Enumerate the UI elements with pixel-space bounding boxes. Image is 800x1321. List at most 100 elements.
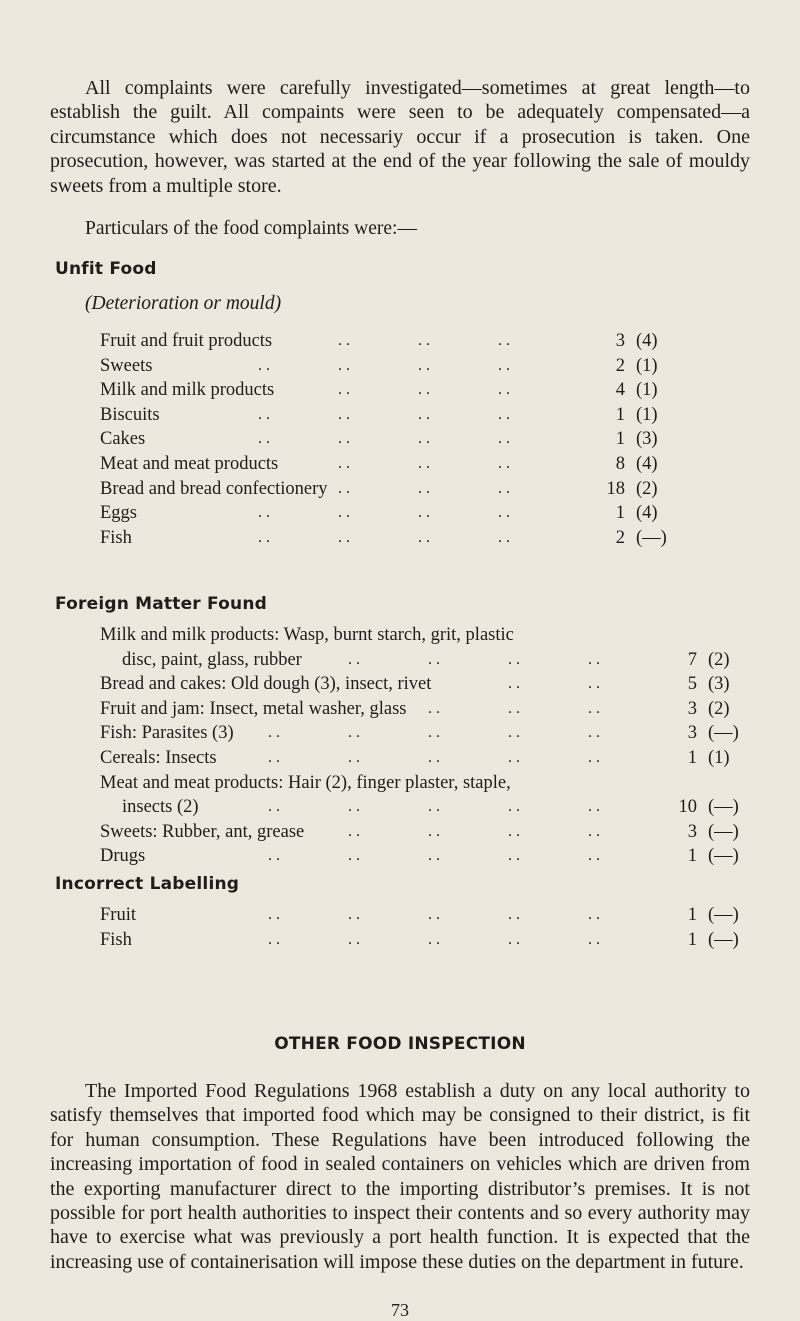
row-label: Cereals: Insects xyxy=(100,747,217,768)
particulars-line: Particulars of the food complaints were:… xyxy=(85,218,417,239)
table-row: Fruit and fruit products. .. .. .. .3(4) xyxy=(0,329,800,354)
row-count: 4 xyxy=(615,380,625,401)
row-previous-count: (1) xyxy=(636,380,658,401)
dot-leader: . . xyxy=(348,798,360,816)
page-number: 73 xyxy=(391,1300,409,1320)
row-label: disc, paint, glass, rubber xyxy=(122,649,302,670)
row-count: 1 xyxy=(687,905,697,925)
dot-leader: . . xyxy=(498,381,510,399)
dot-leader: . . xyxy=(268,930,280,948)
row-label: Milk and milk products: Wasp, burnt star… xyxy=(100,625,514,645)
row-label: Fruit and fruit products xyxy=(100,331,273,351)
row-label: Milk and milk products xyxy=(100,380,275,401)
row-label: Fish xyxy=(100,929,132,950)
dot-leader: . . xyxy=(268,847,280,865)
row-previous-count: (3) xyxy=(636,429,658,450)
table-row: Fish . . . . . . . . . . 1 (—) xyxy=(0,928,800,953)
foreign-matter-heading: Foreign Matter Found xyxy=(55,594,267,614)
dot-leader: . . xyxy=(498,430,510,448)
incorrect-labelling-table: Fruit . . . . . . . . . . 1 (—) Fish . . . . . . . .… xyxy=(0,903,800,952)
row-count: 1 xyxy=(687,747,697,768)
dot-leader: . . xyxy=(428,930,440,948)
dot-leader: . . xyxy=(418,454,430,472)
dot-leader: . . xyxy=(508,699,520,717)
row-previous-count: (—) xyxy=(708,797,739,818)
dot-leader: . . xyxy=(428,724,440,742)
dot-leader: . . xyxy=(338,430,350,448)
row-count: 3 xyxy=(687,821,697,842)
dot-leader: . . xyxy=(588,699,600,717)
row-label: Bread and bread confectionery xyxy=(100,478,328,499)
table-row: Cereals: Insects . . . . . . . . . . 1 (1) xyxy=(0,746,800,771)
dot-leader: . . xyxy=(338,479,350,497)
row-count: 1 xyxy=(687,929,697,950)
dot-leader: . . xyxy=(498,332,510,349)
table-row: Fruit . . . . . . . . . . 1 (—) xyxy=(0,903,800,928)
dot-leader: . . xyxy=(418,528,430,546)
dot-leader: . . xyxy=(508,748,520,766)
unfit-food-subheading: (Deterioration or mould) xyxy=(85,293,282,314)
row-label: Cakes xyxy=(100,429,146,450)
dot-leader: . . xyxy=(418,430,430,448)
table-row: Meat and meat products: Hair (2), finger… xyxy=(0,771,800,796)
dot-leader: . . xyxy=(268,798,280,816)
intro-paragraph: All complaints were carefully investigat… xyxy=(50,77,750,197)
dot-leader: . . xyxy=(348,930,360,948)
dot-leader: . . xyxy=(418,504,430,522)
table-row: Bread and cakes: Old dough (3), insect, … xyxy=(0,672,800,697)
row-previous-count: (2) xyxy=(636,478,658,499)
table-row: insects (2) . . . . . . . . . . 10 (—) xyxy=(0,795,800,820)
row-previous-count: (—) xyxy=(708,846,739,867)
row-previous-count: (—) xyxy=(636,527,667,548)
dot-leader: . . xyxy=(588,675,600,693)
dot-leader: . . xyxy=(498,356,510,374)
dot-leader: . . xyxy=(588,822,600,840)
row-label: Meat and meat products xyxy=(100,453,279,474)
foreign-matter-table: Milk and milk products: Wasp, burnt star… xyxy=(0,623,800,869)
row-previous-count: (3) xyxy=(708,674,730,695)
row-count: 1 xyxy=(687,846,697,867)
dot-leader: . . xyxy=(428,748,440,766)
table-row: Meat and meat products. .. .. .. .8(4) xyxy=(0,452,800,477)
dot-leader: . . xyxy=(258,504,270,522)
dot-leader: . . xyxy=(348,650,360,668)
table-row: Eggs . . . . . . . . 1 (4) xyxy=(0,501,800,526)
dot-leader: . . xyxy=(508,724,520,742)
dot-leader: . . xyxy=(338,504,350,522)
table-row: Fish: Parasites (3) . . . . . . . . . . 3 (—) xyxy=(0,721,800,746)
row-label: Meat and meat products: Hair (2), finger… xyxy=(100,772,511,793)
dot-leader: . . xyxy=(338,356,350,374)
row-previous-count: (—) xyxy=(708,929,739,950)
row-count: 3 xyxy=(687,723,697,744)
row-label: Drugs xyxy=(100,846,146,867)
dot-leader: . . xyxy=(348,724,360,742)
row-previous-count: (1) xyxy=(636,355,658,376)
row-label: Sweets xyxy=(100,355,153,376)
dot-leader: . . xyxy=(498,405,510,423)
row-label: Fruit and jam: Insect, metal washer, gla… xyxy=(100,698,407,719)
dot-leader: . . xyxy=(258,528,270,546)
section-title: OTHER FOOD INSPECTION xyxy=(274,1034,526,1054)
dot-leader: . . xyxy=(258,405,270,423)
row-count: 7 xyxy=(687,649,697,670)
row-previous-count: (2) xyxy=(708,649,730,670)
row-count: 5 xyxy=(687,674,697,695)
row-count: 3 xyxy=(687,698,697,719)
row-label: Biscuits xyxy=(100,404,160,425)
dot-leader: . . xyxy=(268,906,280,923)
dot-leader: . . xyxy=(268,724,280,742)
dot-leader: . . xyxy=(258,356,270,374)
dot-leader: . . xyxy=(588,930,600,948)
table-row: disc, paint, glass, rubber. .. .. .. .. … xyxy=(0,648,800,673)
row-previous-count: (4) xyxy=(636,331,658,351)
dot-leader: . . xyxy=(348,847,360,865)
dot-leader: . . xyxy=(498,454,510,472)
dot-leader: . . xyxy=(498,479,510,497)
row-previous-count: (—) xyxy=(708,723,739,744)
dot-leader: . . xyxy=(418,381,430,399)
table-row: Fish . . . . . . . . 2 (—) xyxy=(0,526,800,551)
dot-leader: . . xyxy=(338,332,350,349)
dot-leader: . . xyxy=(348,822,360,840)
row-label: Bread and cakes: Old dough (3), insect, … xyxy=(100,674,432,695)
dot-leader: . . xyxy=(348,906,360,923)
